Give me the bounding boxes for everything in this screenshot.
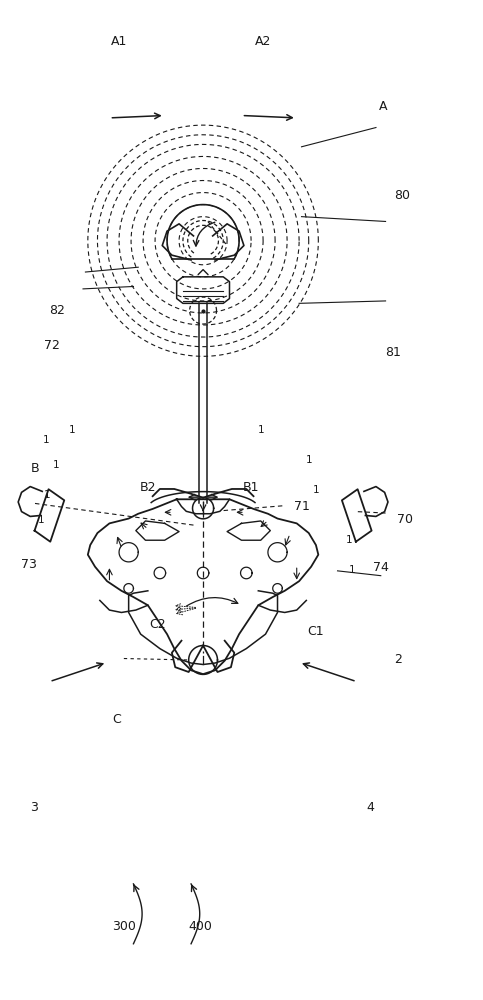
Text: 1: 1 bbox=[305, 455, 312, 465]
Text: A: A bbox=[379, 100, 387, 113]
Text: 1: 1 bbox=[346, 535, 353, 545]
Text: C1: C1 bbox=[308, 625, 324, 638]
Text: 1: 1 bbox=[43, 435, 49, 445]
Text: 81: 81 bbox=[385, 346, 401, 359]
Text: 71: 71 bbox=[294, 500, 310, 513]
Text: 300: 300 bbox=[112, 920, 136, 933]
Text: A1: A1 bbox=[111, 35, 127, 48]
Text: 1: 1 bbox=[349, 565, 355, 575]
Text: 73: 73 bbox=[21, 558, 37, 571]
Text: 400: 400 bbox=[189, 920, 213, 933]
Text: 72: 72 bbox=[44, 339, 60, 352]
Text: 3: 3 bbox=[30, 801, 38, 814]
Text: 4: 4 bbox=[366, 801, 374, 814]
Text: 1: 1 bbox=[313, 485, 319, 495]
Text: 1: 1 bbox=[53, 460, 60, 470]
Text: 2: 2 bbox=[394, 653, 401, 666]
Text: B1: B1 bbox=[243, 481, 259, 494]
Text: 70: 70 bbox=[397, 513, 413, 526]
Text: 1: 1 bbox=[257, 425, 264, 435]
Text: 80: 80 bbox=[395, 189, 411, 202]
Text: C2: C2 bbox=[149, 618, 166, 631]
Text: C: C bbox=[112, 713, 121, 726]
Text: 1: 1 bbox=[43, 490, 50, 500]
Text: 1: 1 bbox=[69, 425, 76, 435]
Text: B2: B2 bbox=[140, 481, 156, 494]
Text: 1: 1 bbox=[38, 515, 44, 525]
Text: A2: A2 bbox=[255, 35, 271, 48]
Text: 82: 82 bbox=[49, 304, 65, 317]
Text: B: B bbox=[31, 462, 39, 475]
Text: 74: 74 bbox=[373, 561, 389, 574]
